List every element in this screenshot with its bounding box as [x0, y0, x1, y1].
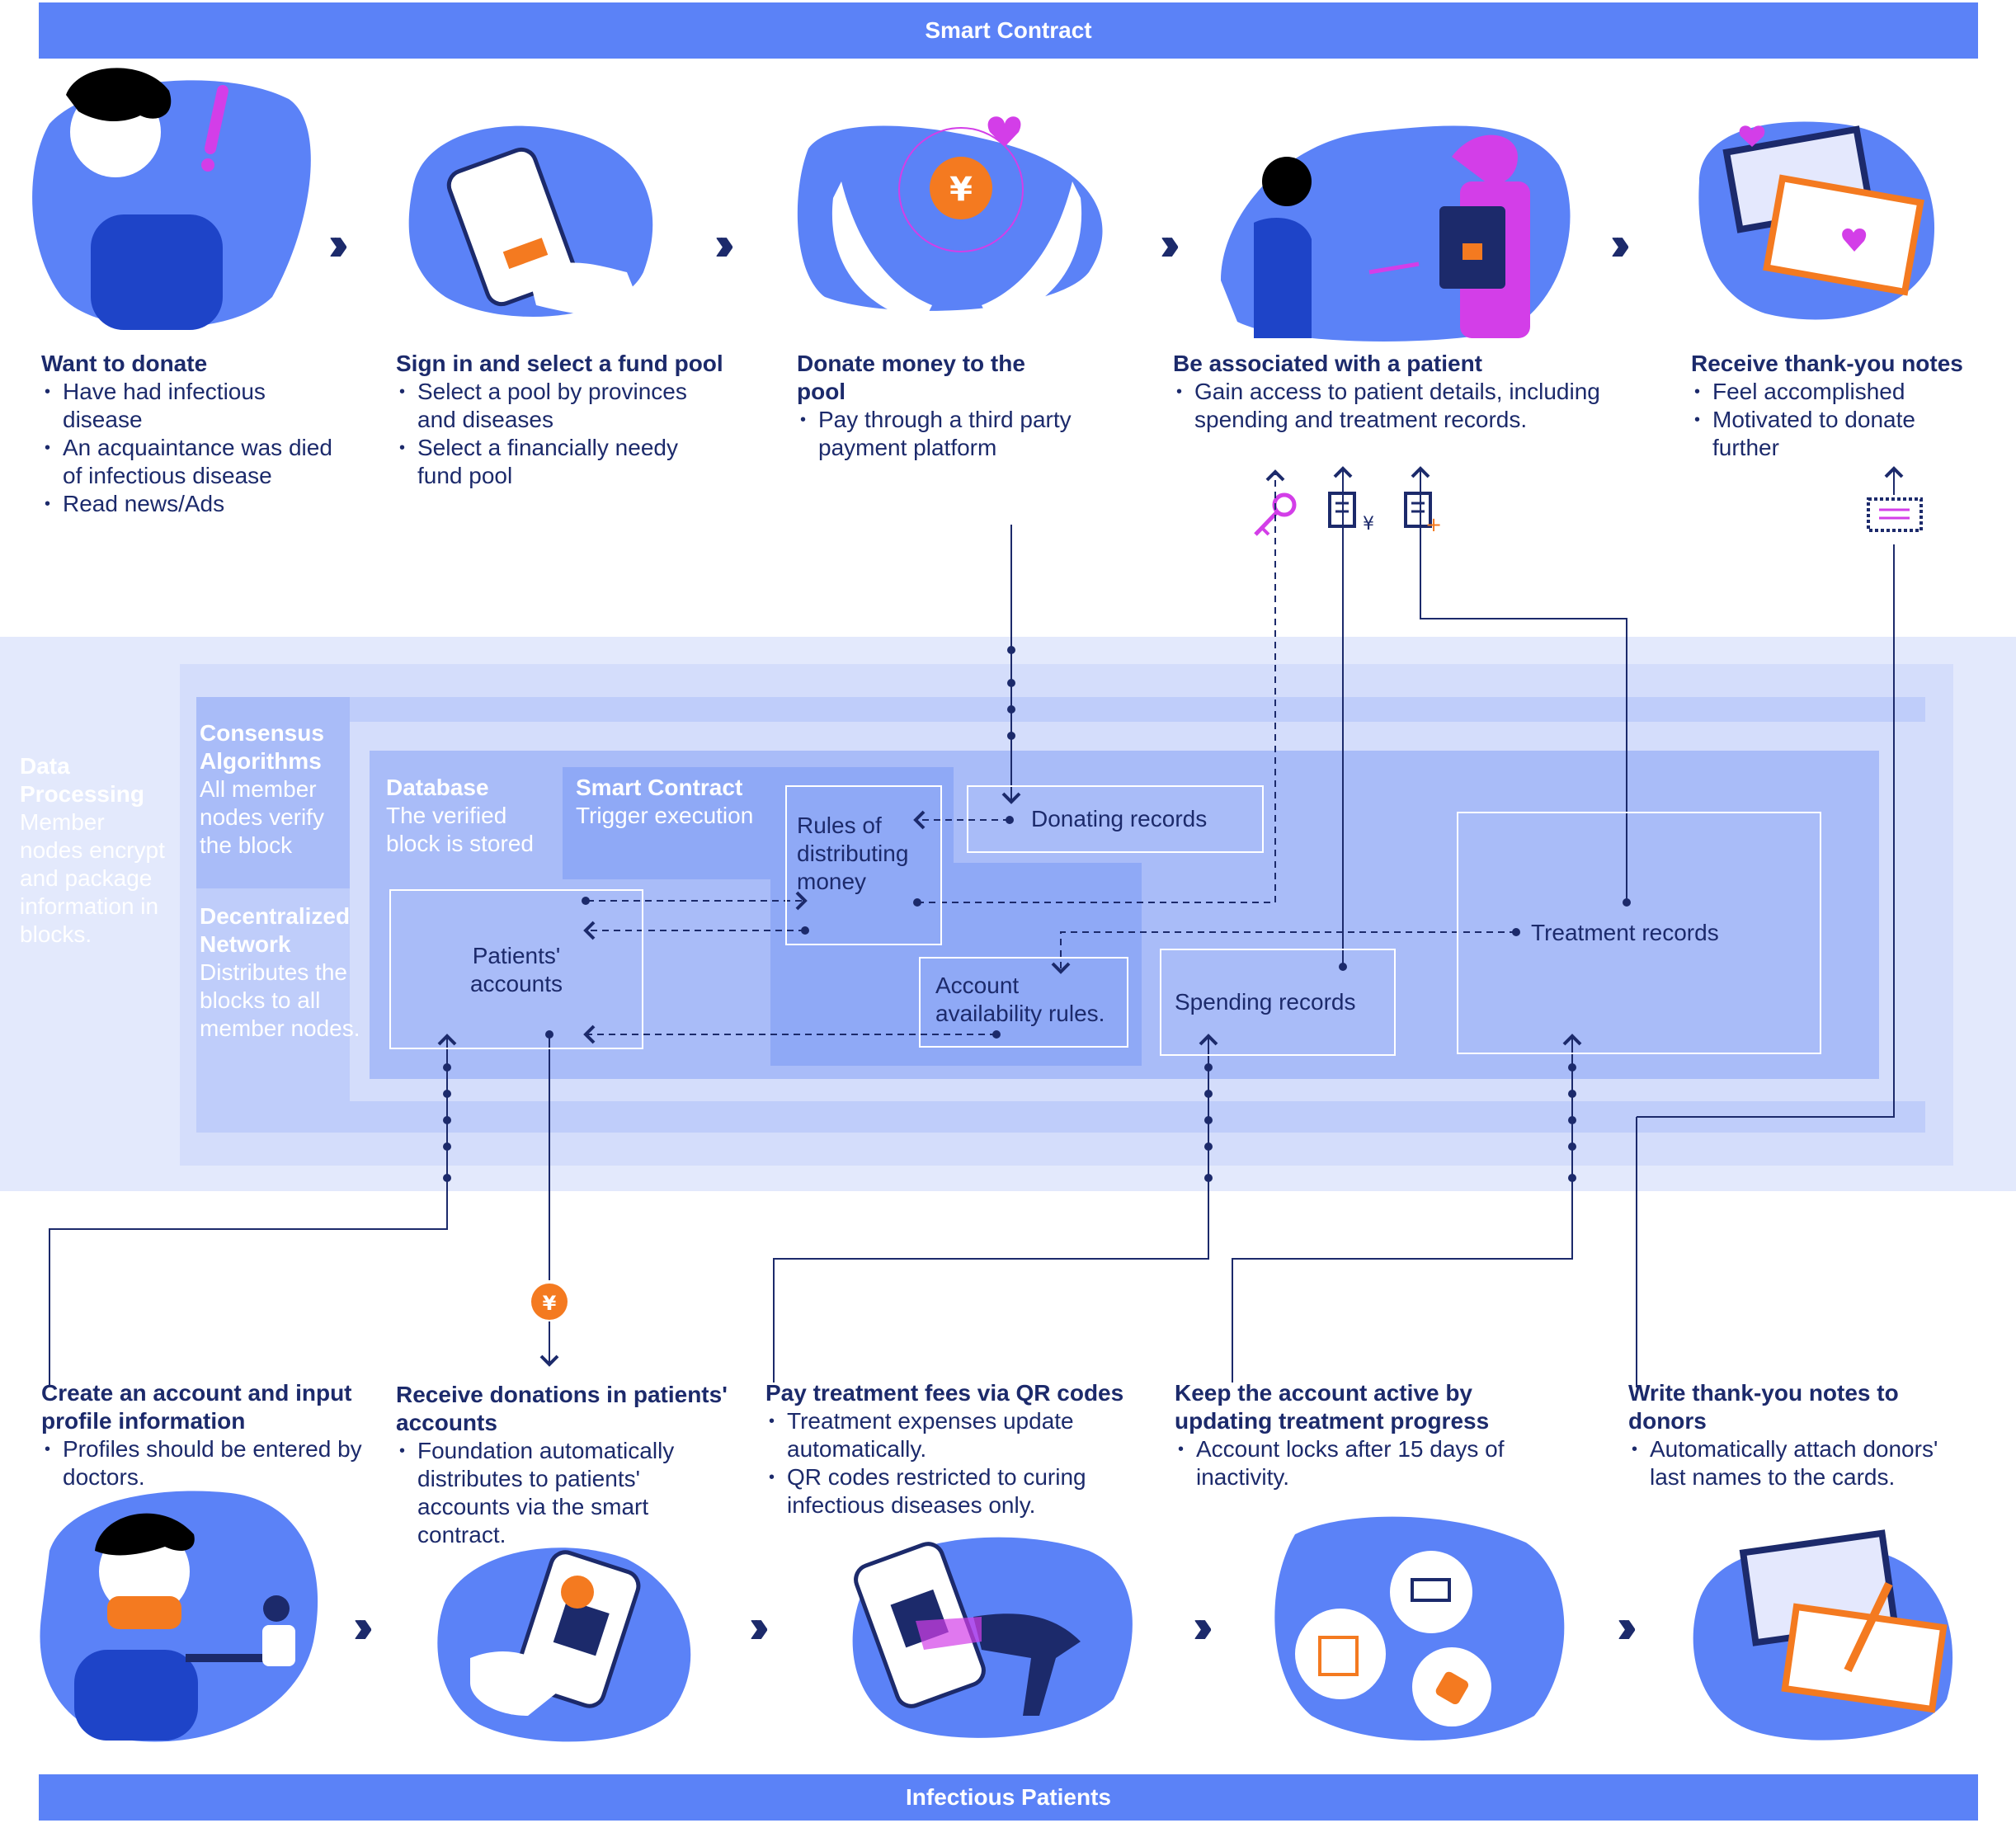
- layer-title: Smart Contract: [576, 775, 743, 800]
- bullet: Account locks after 15 days of inactivit…: [1175, 1435, 1554, 1491]
- bullet: Treatment expenses update automatically.: [765, 1407, 1145, 1463]
- label-consensus: Consensus Algorithms All member nodes ve…: [200, 719, 348, 860]
- bullet: Read news/Ads: [41, 490, 338, 518]
- illustration-pay-qr: [852, 1537, 1133, 1738]
- layer-desc: The verified block is stored: [386, 803, 534, 856]
- footer-banner: Infectious Patients: [39, 1774, 1978, 1821]
- layer-title: Decentralized Network: [200, 903, 351, 957]
- step-title: Donate money to the pool: [797, 351, 1025, 404]
- step-sign-in: Sign in and select a fund pool Select a …: [396, 350, 726, 490]
- step-title: Sign in and select a fund pool: [396, 351, 723, 376]
- step-want-to-donate: Want to donate Have had infectious disea…: [41, 350, 338, 518]
- treatment-document-icon: +: [1404, 492, 1442, 536]
- step-write-notes: Write thank-you notes to donors Automati…: [1628, 1379, 1958, 1491]
- step-donate-money: Donate money to the pool Pay through a t…: [797, 350, 1077, 462]
- label-smart-contract: Smart Contract Trigger execution: [576, 774, 774, 830]
- bullet: An acquaintance was died of infectious d…: [41, 434, 338, 490]
- step-title: Pay treatment fees via QR codes: [765, 1380, 1124, 1406]
- donating-records-label: Donating records: [1031, 806, 1208, 831]
- layer-title: Database: [386, 775, 489, 800]
- connectors: [49, 466, 1904, 1387]
- bullet: Feel accomplished: [1691, 378, 1971, 406]
- illustration-thank-you-notes: [1698, 121, 1935, 320]
- bullet: Motivated to donate further: [1691, 406, 1971, 462]
- bullet: Gain access to patient details, includin…: [1173, 378, 1618, 434]
- layer-desc: Member nodes encrypt and package informa…: [20, 809, 165, 947]
- svg-text:¥: ¥: [543, 1292, 557, 1315]
- bullet: Foundation automatically distributes to …: [396, 1437, 734, 1549]
- label-decentralized: Decentralized Network Distributes the bl…: [200, 902, 365, 1043]
- step-create-account: Create an account and input profile info…: [41, 1379, 371, 1491]
- chevron-right-icon: ››: [714, 217, 734, 271]
- chevron-right-icon: ››: [1617, 1599, 1637, 1653]
- patients-accounts-text: Patients' accounts: [469, 943, 563, 996]
- step-receive-donations: Receive donations in patients' accounts …: [396, 1381, 734, 1549]
- chevron-right-icon: ››: [1160, 217, 1180, 271]
- layer-desc: Trigger execution: [576, 803, 754, 828]
- layer-title: Data Processing: [20, 753, 144, 807]
- patients-accounts-box: [389, 889, 643, 1049]
- illustration-write-notes: [1693, 1529, 1953, 1741]
- bullet: Profiles should be entered by doctors.: [41, 1435, 371, 1491]
- chevron-right-icon: ››: [353, 1599, 373, 1653]
- svg-text:+: +: [1425, 513, 1442, 536]
- step-title: Keep the account active by updating trea…: [1175, 1380, 1490, 1434]
- step-keep-active: Keep the account active by updating trea…: [1175, 1379, 1554, 1491]
- bullet: QR codes restricted to curing infectious…: [765, 1463, 1145, 1519]
- smart-contract-layer-bottom: [770, 863, 1142, 1066]
- spending-records-box: [1160, 949, 1396, 1056]
- treatment-records-label: Treatment records: [1531, 920, 1719, 945]
- bullet: Pay through a third party payment platfo…: [797, 406, 1077, 462]
- spending-document-icon: ¥: [1328, 492, 1374, 535]
- rules-label: Rules of distributing money: [797, 813, 909, 894]
- step-associated-patient: Be associated with a patient Gain access…: [1173, 350, 1618, 434]
- illustration-want-to-donate: [32, 68, 311, 330]
- note-card-icon: [1867, 497, 1923, 532]
- yuan-coin-icon: ¥: [531, 1284, 568, 1320]
- layer-desc: All member nodes verify the block: [200, 776, 324, 858]
- bullet: Automatically attach donors' last names …: [1628, 1435, 1958, 1491]
- chevron-right-icon: ››: [749, 1599, 769, 1653]
- chevron-right-icon: ››: [328, 217, 348, 271]
- bullet: Have had infectious disease: [41, 378, 338, 434]
- layer-desc: Distributes the blocks to all member nod…: [200, 959, 360, 1041]
- step-title: Be associated with a patient: [1173, 351, 1482, 376]
- chevron-right-icon: ››: [1610, 217, 1630, 271]
- layer-title: Consensus Algorithms: [200, 720, 324, 774]
- account-rules-box: [919, 957, 1128, 1048]
- rules-box: [785, 785, 942, 945]
- label-database: Database The verified block is stored: [386, 774, 559, 858]
- step-receive-notes: Receive thank-you notes Feel accomplishe…: [1691, 350, 1971, 462]
- label-data-processing: Data Processing Member nodes encrypt and…: [20, 752, 168, 949]
- illustration-receive-donations: [437, 1547, 691, 1742]
- illustration-create-account: [40, 1491, 318, 1742]
- illustration-sign-in: [408, 125, 653, 318]
- spending-records-label: Spending records: [1175, 989, 1356, 1015]
- illustration-donate-money: ¥: [797, 116, 1103, 322]
- header-banner: Smart Contract: [39, 2, 1978, 59]
- svg-text:¥: ¥: [1363, 514, 1374, 535]
- illustration-associated-patient: [1221, 125, 1571, 342]
- chevron-right-icon: ››: [1193, 1599, 1213, 1653]
- step-pay-qr: Pay treatment fees via QR codes Treatmen…: [765, 1379, 1145, 1519]
- account-rules-label: Account availability rules.: [935, 973, 1105, 1026]
- step-title: Receive donations in patients' accounts: [396, 1382, 728, 1435]
- svg-text:¥: ¥: [949, 171, 973, 209]
- connector-dots: [443, 646, 1631, 1182]
- bullet: Select a pool by provinces and diseases: [396, 378, 726, 434]
- patients-accounts-label: Patients' accounts: [389, 942, 643, 998]
- step-title: Receive thank-you notes: [1691, 351, 1963, 376]
- treatment-records-box: [1457, 812, 1821, 1054]
- step-title: Write thank-you notes to donors: [1628, 1380, 1899, 1434]
- bullet: Select a financially needy fund pool: [396, 434, 726, 490]
- consensus-label-panel: [196, 697, 350, 888]
- step-title: Create an account and input profile info…: [41, 1380, 352, 1434]
- step-title: Want to donate: [41, 351, 208, 376]
- donating-records-box: [967, 785, 1264, 853]
- illustration-keep-active: [1274, 1516, 1565, 1741]
